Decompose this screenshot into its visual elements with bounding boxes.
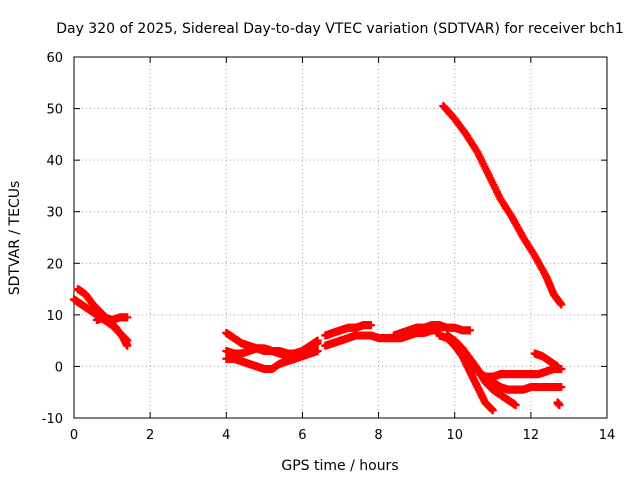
series-track-5 xyxy=(222,339,322,361)
y-tick-label: 50 xyxy=(46,103,63,118)
chart-title: Day 320 of 2025, Sidereal Day-to-day VTE… xyxy=(56,21,624,37)
series-track-12 xyxy=(450,336,566,381)
data-point xyxy=(313,339,322,348)
plot-frame xyxy=(73,56,608,419)
y-axis-label: SDTVAR / TECUs xyxy=(7,181,23,296)
data-point xyxy=(553,362,562,371)
x-tick-label: 6 xyxy=(298,428,306,443)
series-track-8 xyxy=(321,321,375,340)
gridlines xyxy=(74,57,607,418)
y-tick-label: 0 xyxy=(55,360,63,375)
x-tick-label: 0 xyxy=(70,428,78,443)
data-point xyxy=(557,383,566,392)
series-track-13 xyxy=(473,367,566,394)
series-track-16 xyxy=(439,101,566,309)
x-axis-label: GPS time / hours xyxy=(281,458,398,474)
y-tick-label: 20 xyxy=(46,257,63,272)
series-track-6 xyxy=(222,346,322,374)
x-tick-label: 8 xyxy=(374,428,382,443)
x-tick-label: 4 xyxy=(222,428,230,443)
data-point xyxy=(123,313,132,322)
y-tick-label: 30 xyxy=(46,206,63,221)
series-track-3 xyxy=(92,313,132,325)
x-tick-label: 12 xyxy=(523,428,540,443)
data-point xyxy=(123,341,132,350)
y-tick-label: -10 xyxy=(42,412,63,427)
data-point xyxy=(488,406,497,415)
y-tick-label: 10 xyxy=(46,309,63,324)
series-track-15 xyxy=(553,398,564,410)
data-point xyxy=(313,346,322,355)
data-point xyxy=(511,401,520,410)
data-points xyxy=(70,101,566,415)
series-track-14 xyxy=(530,349,562,371)
x-tick-label: 14 xyxy=(599,428,616,443)
x-tick-label: 10 xyxy=(446,428,463,443)
axis-ticks: 0 2 4 6 8 10 12 14 -10 0 10 20 30 40 50 60 xyxy=(42,51,616,443)
data-point xyxy=(465,326,474,335)
series-track-9 xyxy=(389,321,474,340)
data-point xyxy=(555,401,564,410)
x-tick-label: 2 xyxy=(146,428,154,443)
y-tick-label: 60 xyxy=(46,51,63,66)
data-point xyxy=(557,300,566,309)
y-tick-label: 40 xyxy=(46,154,63,169)
data-point xyxy=(366,321,375,330)
